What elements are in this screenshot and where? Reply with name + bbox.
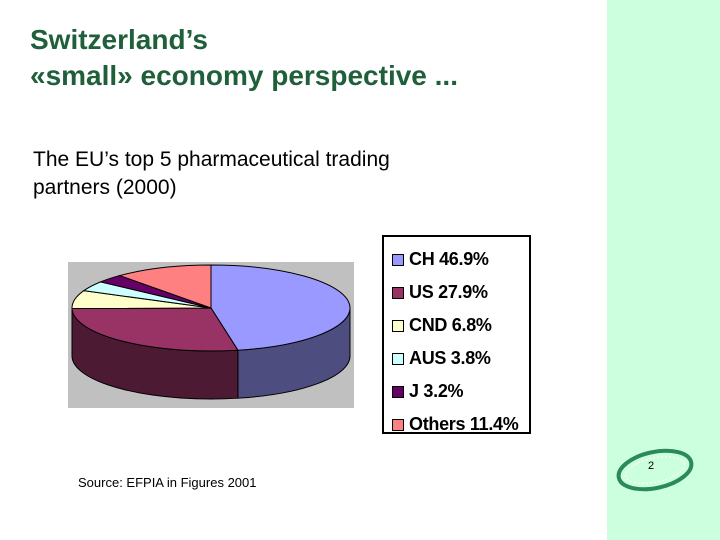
- pie-slice-others: [118, 264, 212, 309]
- circular-logo-icon: [616, 448, 694, 492]
- legend-label: AUS 3.8%: [409, 348, 491, 368]
- legend-item: Others 11.4%: [392, 408, 529, 441]
- legend-item: US 27.9%: [392, 276, 529, 309]
- legend-label: Others 11.4%: [409, 414, 519, 434]
- legend-swatch: [392, 319, 404, 332]
- legend-swatch: [392, 418, 404, 431]
- legend-label: J 3.2%: [409, 381, 464, 401]
- legend-swatch: [392, 253, 404, 266]
- legend-swatch: [392, 385, 404, 398]
- legend-label: CH 46.9%: [409, 249, 489, 269]
- title-line-1: Switzerland’s: [30, 24, 208, 55]
- legend-label: CND 6.8%: [409, 315, 492, 335]
- title-line-2: «small» economy perspective ...: [30, 60, 458, 91]
- source-note: Source: EFPIA in Figures 2001: [78, 475, 257, 490]
- legend-item: J 3.2%: [392, 375, 529, 408]
- pie-slice-us: [71, 307, 239, 352]
- subtitle-line-2: partners (2000): [33, 176, 177, 199]
- page-number: 2: [648, 460, 655, 472]
- slide-subtitle: The EU’s top 5 pharmaceutical trading pa…: [33, 146, 553, 202]
- legend-item: CND 6.8%: [392, 309, 529, 342]
- legend-item: CH 46.9%: [392, 243, 529, 276]
- pie-chart: [68, 262, 354, 408]
- pie-slice-ch: [210, 264, 351, 351]
- legend-swatch: [392, 352, 404, 365]
- legend-swatch: [392, 286, 404, 299]
- subtitle-line-1: The EU’s top 5 pharmaceutical trading: [33, 148, 390, 171]
- legend-label: US 27.9%: [409, 282, 488, 302]
- slide-title: Switzerland’s «small» economy perspectiv…: [30, 22, 590, 94]
- legend-item: AUS 3.8%: [392, 342, 529, 375]
- chart-legend: CH 46.9% US 27.9% CND 6.8% AUS 3.8% J 3.2% Ot…: [382, 235, 531, 434]
